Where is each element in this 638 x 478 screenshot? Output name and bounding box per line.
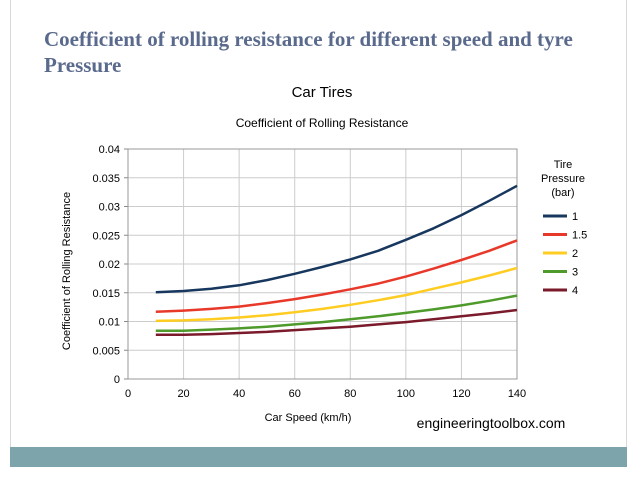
slide-frame [10,0,627,447]
y-tick-label: 0.005 [92,345,120,357]
x-tick-label: 100 [397,388,415,400]
y-tick-label: 0.04 [99,144,120,156]
axis-ticks: 0 20 40 60 80 100 120 140 0 0.005 0.01 0.015 0.02 0.0… [92,144,526,400]
series-line-1-5 [155,239,518,313]
x-axis-label: Car Speed (km/h) [265,412,352,424]
y-tick-label: 0.035 [92,173,120,185]
series-line-1 [155,184,518,294]
y-tick-label: 0 [114,374,120,386]
legend: Tire Pressure (bar) 1 1.5 2 3 4 [541,159,587,297]
legend-title-line-1: Tire [554,159,573,171]
x-tick-label: 0 [125,388,131,400]
legend-entry-label: 1 [572,211,578,223]
legend-entry-label: 2 [572,248,578,260]
x-tick-label: 80 [344,388,356,400]
grid [124,148,518,380]
chart-title: Car Tires [292,84,353,101]
legend-title-line-3: (bar) [551,187,574,199]
series-line-3 [155,294,518,332]
series-lines [155,184,518,336]
legend-entry-label: 4 [572,285,578,297]
series-line-2 [155,266,518,323]
y-axis-label: Coefficient of Rolling Resistance [61,192,73,350]
x-tick-label: 60 [289,388,301,400]
x-tick-label: 40 [233,388,245,400]
y-tick-label: 0.015 [92,288,120,300]
y-tick-label: 0.02 [99,259,120,271]
legend-title-line-2: Pressure [541,173,585,185]
rolling-resistance-chart: Car Tires Coefficient of Rolling Resista… [61,84,587,431]
source-annotation: engineeringtoolbox.com [417,415,566,431]
x-tick-label: 140 [508,388,526,400]
x-tick-label: 120 [452,388,470,400]
series-line-4 [155,308,518,336]
slide-title: Coefficient of rolling resistance for di… [44,27,573,77]
x-tick-label: 20 [177,388,189,400]
y-tick-label: 0.01 [99,317,120,329]
chart-subtitle: Coefficient of Rolling Resistance [236,116,409,130]
legend-entry-label: 1.5 [572,230,587,242]
plot-area-border [127,148,518,380]
footer-bar [10,447,627,467]
y-tick-label: 0.03 [99,202,120,214]
legend-entry-label: 3 [572,267,578,279]
y-tick-label: 0.025 [92,230,120,242]
